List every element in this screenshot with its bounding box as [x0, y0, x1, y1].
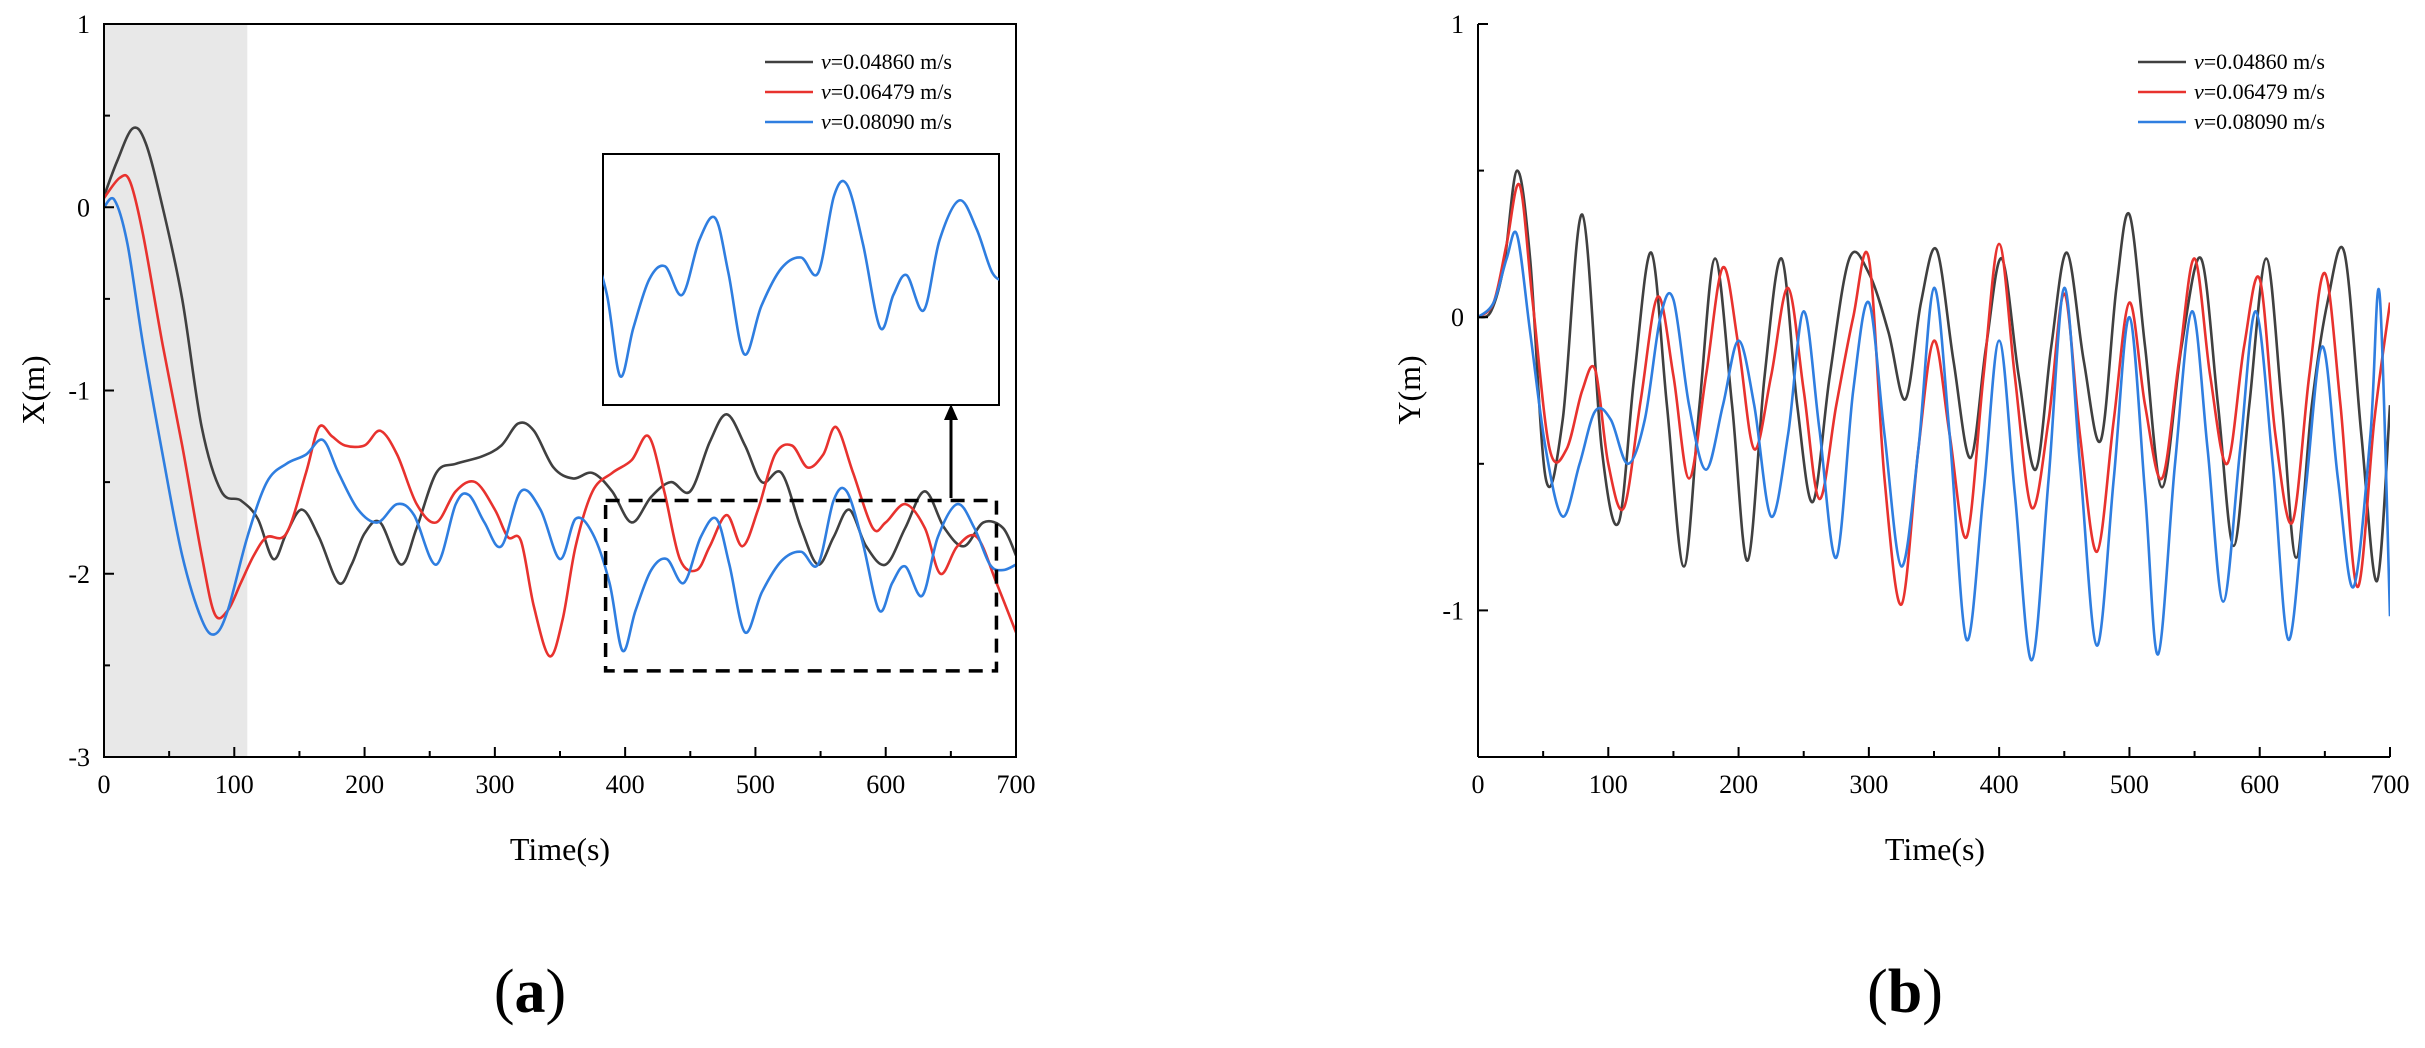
- inset: [602, 153, 1000, 406]
- y-axis: -3 -2 -1 0 1: [68, 10, 114, 772]
- series-line: [1478, 230, 2390, 662]
- x-tick-label: 200: [1719, 770, 1758, 799]
- x-tick-label: 700: [2371, 770, 2410, 799]
- chart-panel-a: 0 100 200 300 400 500 600 700 -3-2-101 Time(s) …: [15, 10, 1036, 1026]
- x-tick-label: 400: [1980, 770, 2019, 799]
- series-line: [1478, 169, 2390, 583]
- x-tick-label: 100: [215, 770, 254, 799]
- inset-series-line: [603, 179, 999, 378]
- legend-label: v=0.04860 m/s: [821, 49, 952, 74]
- legend: v=0.04860 m/s v=0.06479 m/s v=0.08090 m/s: [765, 49, 952, 134]
- y-tick-label: -2: [68, 560, 90, 589]
- x-tick-label: 600: [866, 770, 905, 799]
- panel-label-a: (a): [494, 958, 566, 1026]
- y-tick-label: -1: [68, 377, 90, 406]
- x-tick-label: 500: [736, 770, 775, 799]
- legend-label: v=0.08090 m/s: [821, 109, 952, 134]
- legend-label: v=0.08090 m/s: [2194, 109, 2325, 134]
- series-line: [104, 126, 1016, 586]
- zoom-arrow: [944, 404, 958, 498]
- legend-label: v=0.04860 m/s: [2194, 49, 2325, 74]
- legend: v=0.04860 m/s v=0.06479 m/s v=0.08090 m/s: [2138, 49, 2325, 134]
- inset-frame: [602, 153, 1000, 406]
- x-tick-label: 0: [1472, 770, 1485, 799]
- x-tick-label: 0: [98, 770, 111, 799]
- x-tick-label: 400: [606, 770, 645, 799]
- x-tick-label: 500: [2110, 770, 2149, 799]
- x-tick-label: 300: [1849, 770, 1888, 799]
- y-axis-title: Y(m): [1391, 355, 1427, 424]
- y-tick-label: -3: [68, 743, 90, 772]
- x-axis-title: Time(s): [1885, 831, 1985, 867]
- zoom-box: [603, 498, 999, 673]
- y-axis: -1 0 1: [1442, 10, 1488, 625]
- series-lines: [1478, 169, 2390, 662]
- x-tick-label: 200: [345, 770, 384, 799]
- shaded-region: [104, 24, 248, 757]
- series-line: [104, 173, 1016, 658]
- y-axis-title: X(m): [15, 355, 51, 424]
- x-axis: 0 100 200 300 400 500 600 700: [98, 747, 1036, 799]
- x-tick-label: 600: [2240, 770, 2279, 799]
- legend-label: v=0.06479 m/s: [2194, 79, 2325, 104]
- y-tick-label: 1: [1451, 10, 1464, 39]
- y-tick-label: 0: [77, 193, 90, 222]
- x-axis-title: Time(s): [510, 831, 610, 867]
- legend-label: v=0.06479 m/s: [821, 79, 952, 104]
- x-tick-label: 100: [1589, 770, 1628, 799]
- x-axis: 0 100 200 300 400 500 600 700: [1472, 747, 2410, 799]
- panel-label-b: (b): [1867, 958, 1943, 1026]
- y-tick-label: 0: [1451, 303, 1464, 332]
- inset-series: [603, 179, 999, 378]
- series-lines: [104, 126, 1016, 658]
- x-tick-label: 300: [475, 770, 514, 799]
- y-tick-label: 1: [77, 10, 90, 39]
- series-line: [104, 197, 1016, 653]
- chart-panel-b: 0 100 200 300 400 500 600 700 -1 0 1 Time(s) Y(m)…: [1391, 10, 2410, 1026]
- x-tick-label: 700: [997, 770, 1036, 799]
- y-tick-label: -1: [1442, 596, 1464, 625]
